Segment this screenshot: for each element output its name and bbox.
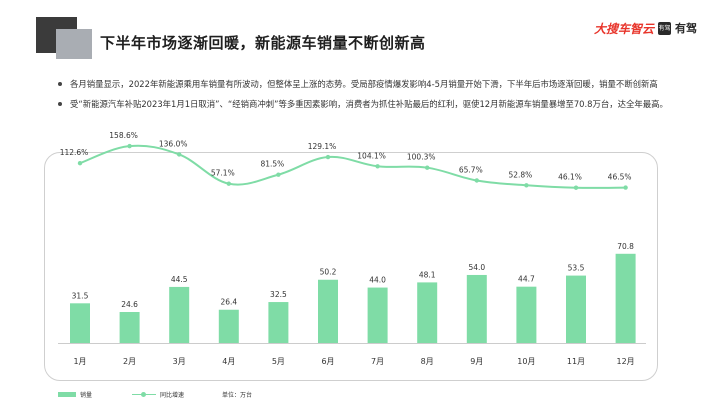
x-tick-8: 8月 [421, 357, 434, 366]
logo-main-text: 大搜车智云 [594, 21, 655, 36]
bar-label-7: 44.0 [369, 276, 386, 285]
line-label-11: 46.1% [558, 173, 582, 182]
bar-label-6: 50.2 [320, 268, 337, 277]
bar-12 [615, 253, 636, 343]
bar-11 [566, 275, 586, 343]
title-decoration-light [56, 29, 92, 59]
x-tick-9: 9月 [470, 357, 483, 366]
brand-logo: 大搜车智云 有驾 有驾 [594, 17, 697, 39]
x-tick-3: 3月 [173, 357, 186, 366]
chart-legend: 销量 同比增速 单位：万台 [58, 390, 252, 399]
yoy-growth-line [79, 144, 626, 189]
x-tick-4: 4月 [222, 357, 235, 366]
bar-3 [169, 286, 190, 343]
bar-9 [466, 274, 487, 343]
line-label-1: 112.6% [60, 148, 89, 157]
line-point-7 [375, 164, 380, 169]
x-tick-5: 5月 [272, 357, 285, 366]
chart-frame [44, 152, 658, 381]
legend-line-swatch [132, 392, 157, 396]
x-tick-6: 6月 [321, 357, 334, 366]
bar-7 [367, 287, 388, 343]
bar-label-8: 48.1 [419, 270, 436, 279]
bar-label-3: 44.5 [171, 275, 188, 284]
bar-label-11: 53.5 [568, 264, 585, 273]
bar-label-1: 31.5 [72, 291, 89, 300]
line-label-10: 52.8% [508, 170, 532, 179]
line-label-8: 100.3% [407, 153, 436, 162]
bar-6 [318, 279, 338, 343]
bar-label-12: 70.8 [617, 242, 634, 251]
line-point-11 [573, 185, 579, 190]
bar-8 [417, 282, 438, 343]
line-label-3: 136.0% [159, 139, 188, 148]
bar-5 [268, 302, 289, 343]
line-point-4 [226, 181, 231, 186]
x-tick-7: 7月 [371, 357, 384, 366]
x-tick-1: 1月 [73, 357, 86, 366]
line-point-8 [425, 165, 430, 170]
legend-line-label: 同比增速 [160, 392, 185, 399]
line-point-1 [77, 160, 83, 166]
bar-1 [70, 303, 90, 343]
x-tick-11: 11月 [567, 357, 585, 366]
line-label-5: 81.5% [260, 160, 284, 169]
bullet-2: 受“新能源汽车补贴2023年1月1日取消”、“经销商冲刺”等多重因素影响，消费者… [58, 96, 678, 112]
logo-sub-text: 有驾 [675, 22, 698, 35]
bar-label-4: 26.4 [220, 298, 237, 307]
bar-label-9: 54.0 [468, 263, 485, 272]
page-title: 下半年市场逐渐回暖，新能源车销量不断创新高 [100, 34, 426, 52]
line-label-7: 104.1% [357, 151, 386, 160]
bar-2 [119, 312, 140, 343]
line-point-5 [276, 172, 281, 177]
bar-label-2: 24.6 [121, 300, 138, 309]
line-point-9 [474, 178, 479, 183]
bar-label-10: 44.7 [518, 275, 535, 284]
x-tick-2: 2月 [123, 357, 136, 366]
line-point-3 [177, 152, 182, 157]
legend-unit: 单位：万台 [222, 392, 253, 399]
line-label-6: 129.1% [308, 142, 337, 151]
x-tick-10: 10月 [517, 357, 535, 366]
line-point-6 [325, 154, 331, 160]
line-point-12 [623, 185, 628, 190]
summary-bullets: 各月销量显示，2022年新能源乘用车销量有所波动，但整体呈上涨的态势。受局部疫情… [58, 76, 678, 116]
bullet-1: 各月销量显示，2022年新能源乘用车销量有所波动，但整体呈上涨的态势。受局部疫情… [58, 76, 678, 92]
legend-bar-swatch [58, 392, 76, 397]
line-label-2: 158.6% [109, 131, 138, 140]
line-label-4: 57.1% [211, 169, 235, 178]
legend-bar-label: 销量 [80, 392, 93, 399]
bar-10 [516, 286, 537, 343]
line-label-12: 46.5% [608, 173, 632, 182]
x-tick-12: 12月 [617, 357, 635, 366]
line-label-9: 65.7% [459, 165, 483, 174]
line-point-2 [127, 143, 132, 149]
bar-label-5: 32.5 [270, 290, 287, 299]
bar-4 [218, 309, 239, 343]
logo-badge-icon: 有驾 [658, 21, 672, 35]
line-point-10 [524, 183, 529, 188]
